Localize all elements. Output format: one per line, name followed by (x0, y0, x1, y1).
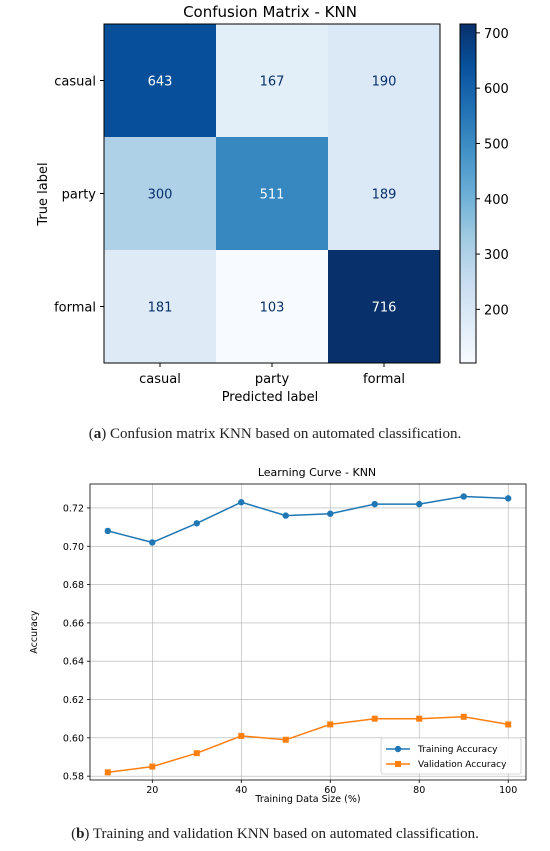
legend-validation-label: Validation Accuracy (418, 760, 507, 770)
lc-ytick-label: 0.64 (63, 657, 84, 668)
colorbar-tick-label: 300 (484, 248, 509, 263)
training-accuracy-point (104, 527, 111, 535)
cm-cell-value: 190 (372, 75, 397, 90)
cm-xtick-label: party (255, 372, 290, 387)
training-accuracy-point (460, 493, 467, 500)
cm-cell-party-party (216, 137, 329, 251)
learning-curve-tick-labels: 20 40 60 80 100 0.58 0.60 0.62 0.64 0.66 0.68 0.70 0… (63, 503, 517, 796)
training-accuracy-point (238, 499, 245, 506)
cm-ytick-label: casual (54, 75, 96, 90)
lc-xtick-label: 60 (324, 785, 336, 796)
cm-cell-casual-casual (104, 24, 217, 138)
learning-curve-panel: Learning Curve - KNN 20 40 60 80 100 0.58 0.60… (29, 466, 527, 805)
training-accuracy-point (149, 539, 156, 546)
colorbar (459, 23, 477, 364)
lc-xtick-label: 80 (413, 785, 425, 796)
validation-accuracy-point (104, 769, 111, 776)
colorbar-tick-label: 500 (484, 137, 509, 152)
validation-accuracy-point (505, 721, 512, 728)
caption-b: (b) Training and validation KNN based on… (71, 826, 479, 842)
cm-cell-value: 181 (148, 301, 173, 316)
cm-cell-casual-party (216, 24, 329, 138)
confusion-matrix-ylabel: True label (36, 162, 51, 226)
cm-cell-value: 103 (260, 301, 285, 316)
learning-curve-legend: Training Accuracy Validation Accuracy (380, 737, 522, 775)
cm-cell-formal-party (216, 250, 329, 364)
learning-curve-grid (90, 484, 526, 780)
cm-cell-casual-formal (328, 24, 441, 138)
legend-box (380, 737, 522, 775)
lc-xtick-label: 20 (146, 785, 158, 796)
training-accuracy-point (282, 512, 289, 519)
validation-accuracy-line (107, 716, 509, 774)
validation-accuracy-point (371, 715, 378, 722)
cm-cell-party-formal (328, 137, 441, 251)
lc-ytick-label: 0.60 (63, 733, 84, 744)
legend-training-marker (394, 745, 402, 753)
cm-xtick-label: formal (363, 372, 405, 387)
training-accuracy-point (371, 500, 378, 508)
cm-cell-formal-formal (328, 250, 441, 364)
training-accuracy-point (193, 520, 200, 527)
caption-b-text: Training and validation KNN based on aut… (92, 826, 479, 842)
colorbar-tick-label: 200 (484, 303, 509, 318)
confusion-matrix-title: Confusion Matrix - KNN (183, 3, 357, 21)
lc-ytick-label: 0.68 (63, 580, 84, 591)
cm-ytick-label: party (62, 188, 97, 203)
cm-cell-value: 511 (260, 188, 285, 203)
colorbar-tick-label: 600 (484, 82, 509, 97)
legend-validation-marker (395, 761, 401, 767)
validation-accuracy-point (282, 736, 289, 743)
validation-accuracy-point (238, 732, 245, 739)
confusion-matrix-xlabel: Predicted label (222, 390, 319, 405)
confusion-matrix-tick-labels: casual party formal casual party formal (54, 75, 405, 388)
lc-ytick-label: 0.72 (63, 503, 84, 514)
training-accuracy-line (107, 495, 509, 544)
cm-cell-value: 300 (148, 188, 173, 203)
confusion-matrix-panel: Confusion Matrix - KNN 643 167 190 300 511 18… (36, 3, 509, 405)
validation-accuracy-point (460, 713, 467, 720)
colorbar-tick-label: 400 (484, 193, 509, 208)
colorbar-tick-label: 700 (484, 27, 509, 42)
validation-accuracy-point (416, 715, 423, 722)
training-accuracy-point (505, 495, 512, 502)
learning-curve-xlabel: Training Data Size (%) (254, 794, 360, 805)
lc-ytick-label: 0.70 (63, 542, 84, 553)
training-accuracy-point (327, 510, 334, 517)
lc-ytick-label: 0.58 (63, 772, 84, 783)
validation-accuracy-point (327, 721, 334, 728)
cm-xtick-label: casual (139, 372, 181, 387)
confusion-matrix-cells: 643 167 190 300 511 189 181 103 716 (104, 24, 441, 364)
legend-training-label: Training Accuracy (417, 745, 498, 755)
validation-accuracy-point (149, 763, 156, 770)
learning-curve-ylabel: Accuracy (29, 610, 40, 654)
caption-a-text: Confusion matrix KNN based on automated … (110, 426, 462, 442)
lc-ytick-label: 0.66 (63, 618, 84, 629)
cm-cell-value: 716 (372, 301, 397, 316)
lc-xtick-label: 40 (235, 785, 247, 796)
validation-accuracy-point (193, 750, 200, 757)
cm-cell-formal-casual (104, 250, 217, 364)
training-accuracy-point (416, 500, 423, 508)
cm-cell-value: 643 (148, 75, 173, 90)
cm-ytick-label: formal (54, 301, 96, 316)
cm-cell-value: 189 (372, 188, 397, 203)
caption-a-letter: a (93, 426, 102, 442)
caption-b-letter: b (76, 826, 85, 842)
lc-ytick-label: 0.62 (63, 695, 84, 706)
cm-cell-party-casual (104, 137, 217, 251)
learning-curve-series (104, 493, 512, 776)
colorbar-ticks: 200 300 400 500 600 700 (476, 27, 509, 318)
learning-curve-frame (89, 483, 527, 781)
cm-cell-value: 167 (260, 75, 285, 90)
lc-xtick-label: 100 (499, 785, 517, 796)
learning-curve-title: Learning Curve - KNN (258, 466, 376, 479)
caption-a: (a) Confusion matrix KNN based on automa… (88, 426, 462, 442)
